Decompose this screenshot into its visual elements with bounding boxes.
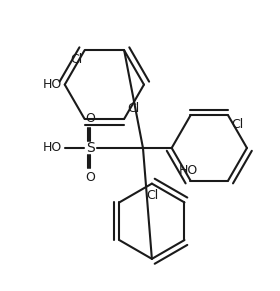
- Text: Cl: Cl: [231, 118, 243, 131]
- Text: Cl: Cl: [127, 102, 139, 115]
- Text: Cl: Cl: [146, 189, 158, 202]
- Text: HO: HO: [179, 164, 198, 177]
- Text: HO: HO: [43, 141, 62, 155]
- Text: O: O: [86, 171, 95, 184]
- Text: HO: HO: [43, 78, 62, 91]
- Text: O: O: [86, 112, 95, 125]
- Text: Cl: Cl: [70, 53, 83, 66]
- Text: S: S: [86, 141, 95, 155]
